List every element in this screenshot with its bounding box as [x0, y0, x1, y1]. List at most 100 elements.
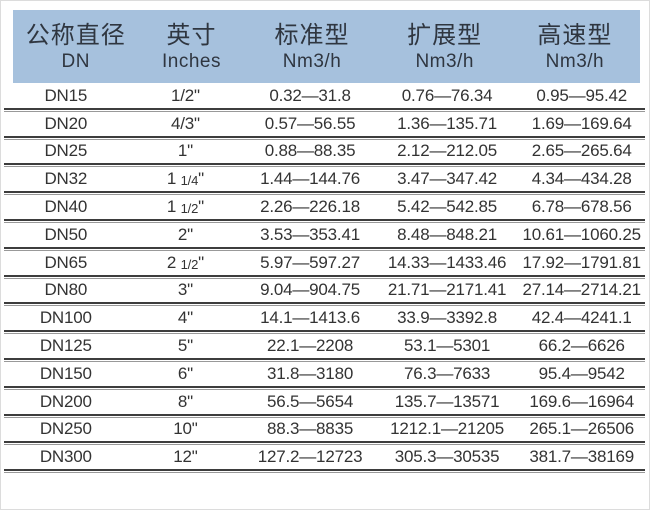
cell-highspeed: 2.65—265.64 — [531, 141, 632, 161]
cell-standard: 1.44—144.76 — [260, 169, 360, 189]
row-separator — [4, 218, 645, 223]
table-row-cells: DN150 6" 31.8—3180 76.3—7633 95.4—9542 — [1, 362, 649, 386]
header-col-dn: 公称直径 DN — [13, 10, 138, 83]
table-row-cells: DN25 1" 0.88—88.35 2.12—212.05 2.65—265.64 — [1, 140, 649, 164]
cell-dn: DN65 — [44, 252, 88, 272]
cell-standard: 31.8—3180 — [266, 363, 354, 383]
cell-dn: DN15 — [44, 85, 88, 105]
cell-inches: 1" — [177, 141, 193, 161]
row-separator-light-line — [4, 110, 645, 112]
row-separator — [4, 385, 645, 390]
row-separator-light-line — [4, 166, 645, 168]
cell-standard: 22.1—2208 — [266, 336, 354, 356]
cell-dn: DN32 — [44, 169, 88, 189]
cell-extended: 1.36—135.71 — [397, 113, 498, 133]
cell-standard: 2.26—226.18 — [260, 197, 360, 217]
table-row: DN15 1/2" 0.32—31.8 0.76—76.34 0.95—95.42 — [1, 84, 649, 112]
cell-extended: 3.47—347.42 — [397, 169, 498, 189]
header-col-extended: 扩展型 Nm3/h — [380, 10, 510, 83]
row-separator-light-line — [4, 388, 645, 390]
table-row: DN20 4/3" 0.57—56.55 1.36—135.71 1.69—169.64 — [1, 112, 649, 140]
cell-inches: 8" — [177, 391, 193, 411]
table-row-cells: DN20 4/3" 0.57—56.55 1.36—135.71 1.69—169.64 — [1, 112, 649, 136]
cell-extended: 14.33—1433.46 — [387, 252, 507, 272]
table-row: DN80 3" 9.04—904.75 21.71—2171.41 27.14—2714… — [1, 279, 649, 307]
cell-extended: 305.3—30535 — [394, 447, 500, 467]
table-header: 公称直径 DN 英寸 Inches 标准型 Nm3/h 扩展型 Nm3/h 高速… — [13, 10, 640, 83]
table-row: DN50 2" 3.53—353.41 8.48—848.21 10.61—1060.2… — [1, 223, 649, 251]
row-separator-light-line — [4, 221, 645, 223]
table-row-cells: DN32 1 1/4" 1.44—144.76 3.47—347.42 4.34—434… — [1, 167, 649, 191]
table-row-cells: DN40 1 1/2" 2.26—226.18 5.42—542.85 6.78—678… — [1, 195, 649, 219]
row-separator-dark-line — [4, 357, 645, 360]
row-separator-light-line — [4, 472, 645, 474]
row-separator-dark-line — [4, 302, 645, 305]
cell-dn: DN25 — [44, 141, 88, 161]
header-col-highspeed: 高速型 Nm3/h — [510, 10, 640, 83]
cell-standard: 3.53—353.41 — [260, 224, 360, 244]
cell-dn: DN200 — [39, 391, 92, 411]
row-separator — [4, 274, 645, 279]
table-row: DN150 6" 31.8—3180 76.3—7633 95.4—9542 — [1, 362, 649, 390]
cell-highspeed: 6.78—678.56 — [531, 197, 632, 217]
cell-highspeed: 4.34—434.28 — [531, 169, 632, 189]
cell-inches: 1 1/4" — [166, 169, 204, 189]
cell-dn: DN80 — [44, 280, 88, 300]
row-separator-dark-line — [4, 274, 645, 277]
table-body: DN15 1/2" 0.32—31.8 0.76—76.34 0.95—95.42 DN2… — [1, 84, 649, 474]
row-separator-dark-line — [4, 413, 645, 416]
cell-extended: 8.48—848.21 — [397, 224, 498, 244]
header-col-standard-sub: Nm3/h — [282, 51, 342, 72]
cell-inches: 6" — [177, 363, 193, 383]
row-separator-light-line — [4, 416, 645, 418]
table-row: DN100 4" 14.1—1413.6 33.9—3392.8 42.4—4241.1 — [1, 306, 649, 335]
cell-inches: 4" — [177, 308, 193, 328]
header-col-extended-zh: 扩展型 — [407, 22, 483, 49]
row-separator — [4, 357, 645, 362]
row-separator-light-line — [4, 249, 645, 251]
table-row-cells: DN125 5" 22.1—2208 53.1—5301 66.2—6626 — [1, 334, 649, 358]
table-row: DN65 2 1/2" 5.97—597.27 14.33—1433.46 17.92—… — [1, 251, 649, 279]
row-separator — [4, 107, 645, 112]
cell-highspeed: 66.2—6626 — [538, 336, 625, 356]
cell-extended: 1212.1—21205 — [390, 419, 505, 439]
table-row: DN125 5" 22.1—2208 53.1—5301 66.2—6626 — [1, 334, 649, 362]
row-separator-dark-line — [4, 107, 645, 110]
row-separator-light-line — [4, 333, 645, 335]
table-row: DN25 1" 0.88—88.35 2.12—212.05 2.65—265.64 — [1, 140, 649, 168]
row-separator — [4, 330, 645, 335]
cell-standard: 9.04—904.75 — [260, 280, 360, 300]
row-separator — [4, 469, 645, 474]
cell-inches: 5" — [177, 336, 193, 356]
cell-standard: 0.88—88.35 — [264, 141, 356, 161]
cell-inches: 12" — [173, 447, 198, 467]
cell-extended: 33.9—3392.8 — [397, 308, 498, 328]
cell-standard: 56.5—5654 — [266, 391, 354, 411]
cell-highspeed: 169.6—16964 — [529, 391, 634, 411]
cell-dn: DN150 — [39, 363, 92, 383]
row-separator — [4, 163, 645, 168]
row-separator — [4, 135, 645, 140]
cell-highspeed: 0.95—95.42 — [536, 85, 627, 105]
cell-dn: DN125 — [39, 336, 92, 356]
cell-dn: DN40 — [44, 197, 88, 217]
table-row-cells: DN65 2 1/2" 5.97—597.27 14.33—1433.46 17.92—… — [1, 251, 649, 275]
row-separator-light-line — [4, 138, 645, 140]
cell-highspeed: 10.61—1060.25 — [522, 224, 641, 244]
cell-dn: DN300 — [39, 447, 92, 467]
header-col-inches: 英寸 Inches — [138, 10, 244, 83]
cell-highspeed: 95.4—9542 — [538, 363, 625, 383]
table-row-cells: DN300 12" 127.2—12723 305.3—30535 381.7—3816… — [1, 445, 649, 469]
table-row: DN300 12" 127.2—12723 305.3—30535 381.7—3816… — [1, 445, 649, 474]
cell-inches: 1 1/2" — [166, 197, 204, 217]
cell-extended: 76.3—7633 — [404, 363, 491, 383]
inch-fraction: 1/4 — [180, 173, 199, 189]
cell-extended: 21.71—2171.41 — [387, 280, 507, 300]
inch-fraction: 1/2 — [180, 201, 199, 217]
row-separator — [4, 413, 645, 418]
table-row-cells: DN100 4" 14.1—1413.6 33.9—3392.8 42.4—4241.1 — [1, 306, 649, 330]
cell-extended: 135.7—13571 — [394, 391, 500, 411]
cell-highspeed: 1.69—169.64 — [531, 113, 632, 133]
cell-highspeed: 42.4—4241.1 — [531, 308, 632, 328]
row-separator-dark-line — [4, 191, 645, 194]
